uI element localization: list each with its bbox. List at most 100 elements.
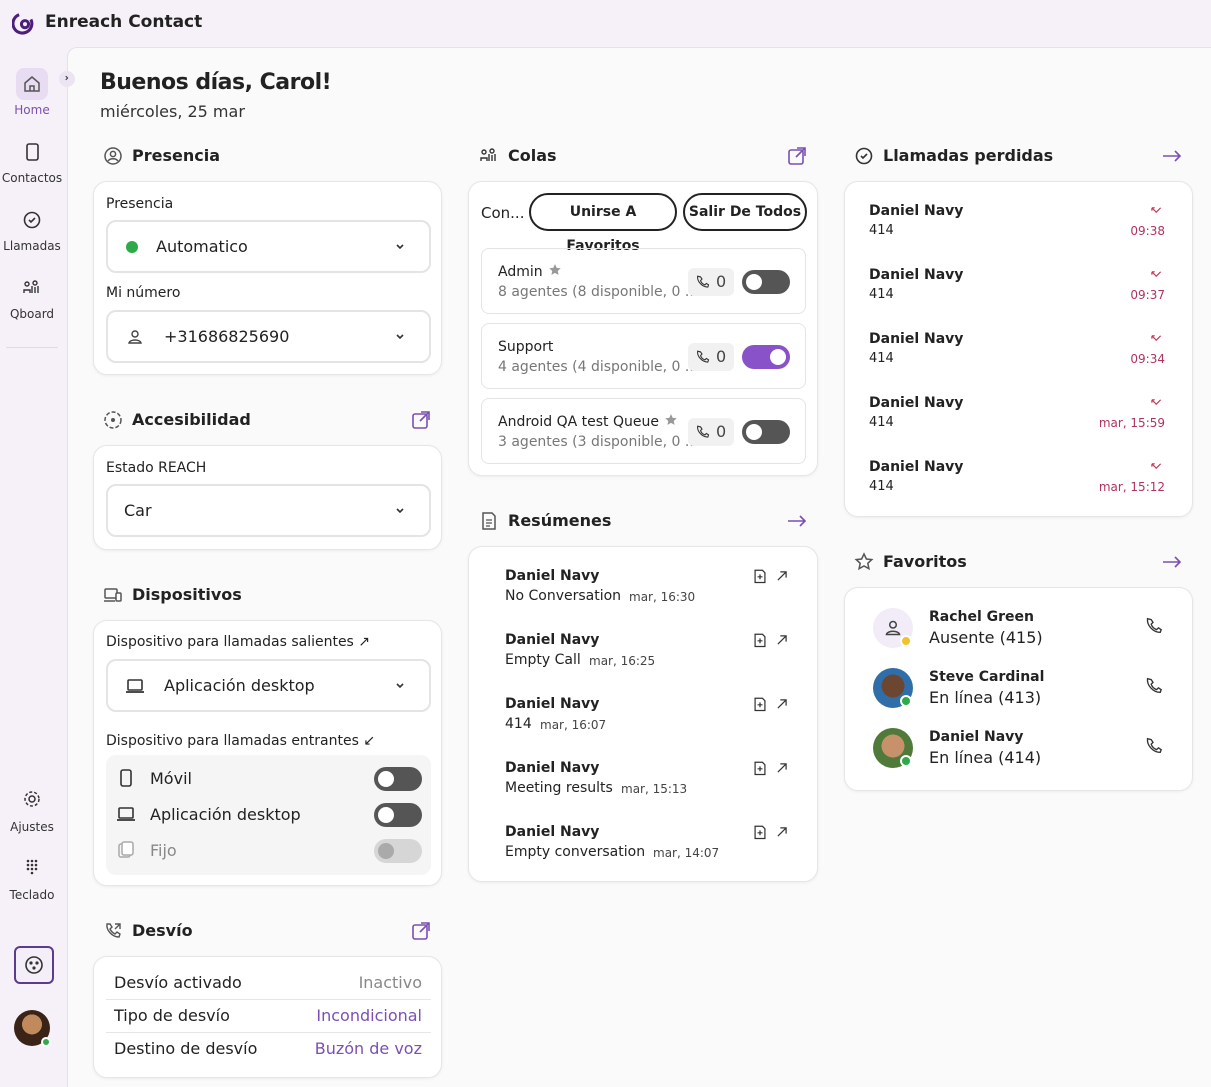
dropdown-icon: [126, 679, 144, 693]
open-call[interactable]: [773, 695, 791, 713]
card: Presencia Automatico Mi número +31686825690: [93, 181, 442, 375]
call-time: mar, 15:12: [1098, 480, 1165, 494]
dropdown[interactable]: Car: [106, 484, 431, 537]
dropdown-value: Automatico: [156, 237, 248, 256]
icon-part: [34, 867, 38, 871]
icon-part: [757, 830, 763, 836]
contact-name: Daniel Navy: [929, 729, 1024, 745]
summary-time: mar, 16:07: [540, 718, 607, 732]
dropdown[interactable]: Automatico: [106, 220, 431, 273]
caller-name: Daniel Navy: [869, 459, 964, 475]
open-summary[interactable]: [751, 631, 769, 649]
icon-part: [885, 630, 901, 636]
nav-icon: [23, 280, 39, 293]
icon-part: [481, 149, 487, 155]
open-external[interactable]: [410, 920, 432, 942]
icon-part: [128, 339, 142, 344]
call-time: 09:38: [1130, 224, 1165, 238]
nav-label[interactable]: Qboard: [9, 307, 55, 321]
contact-status: En línea (414): [929, 748, 1042, 767]
nav-label[interactable]: Teclado: [9, 888, 55, 902]
icon-part: [1146, 737, 1162, 754]
open-call[interactable]: [773, 567, 791, 585]
status-dot: [126, 241, 138, 253]
icon-part: [396, 683, 404, 689]
toggle[interactable]: [742, 420, 790, 444]
toggle[interactable]: [374, 803, 422, 827]
icon-part: [26, 143, 39, 161]
dropdown-chevron: [396, 508, 404, 514]
summary-name: Daniel Navy: [505, 568, 600, 584]
icon-part: [104, 147, 122, 165]
see-all[interactable]: [1161, 551, 1183, 573]
open-external[interactable]: [786, 145, 808, 167]
toggle-knob: [378, 771, 394, 787]
icon-part: [12, 13, 34, 35]
open-summary[interactable]: [751, 695, 769, 713]
call-button[interactable]: [1143, 676, 1163, 696]
nav-label[interactable]: Contactos: [1, 171, 63, 185]
open-call[interactable]: [773, 759, 791, 777]
field-label: Estado REACH: [106, 460, 207, 476]
open-summary[interactable]: [751, 759, 769, 777]
toggle-knob: [378, 807, 394, 823]
icon-part: [28, 217, 36, 224]
tab-label[interactable]: Con...: [481, 204, 525, 222]
nav-icon: [26, 143, 39, 161]
call-button[interactable]: [1143, 736, 1163, 756]
open-external[interactable]: [410, 409, 432, 431]
toggle[interactable]: [742, 345, 790, 369]
icon-part: [26, 859, 38, 875]
open-summary[interactable]: [751, 823, 769, 841]
device-name: Móvil: [150, 769, 192, 788]
toggle-knob: [770, 349, 786, 365]
call-button[interactable]: [1143, 616, 1163, 636]
caller-number: 414: [869, 223, 894, 238]
toggle[interactable]: [742, 270, 790, 294]
field-label: Mi número: [106, 285, 181, 301]
icon-part: [777, 699, 787, 709]
contact-name: Rachel Green: [929, 609, 1035, 625]
section-icon: [855, 147, 873, 165]
queue-name: Support: [498, 339, 554, 355]
icon-part: [396, 244, 404, 250]
reach-button[interactable]: [14, 946, 54, 984]
icon-part: [549, 264, 561, 275]
icon-part: [114, 923, 121, 930]
nav-label[interactable]: Ajustes: [10, 820, 54, 834]
icon-part: [795, 147, 806, 158]
icon-part: [35, 961, 39, 965]
icon-part: [482, 512, 496, 530]
toggle[interactable]: [374, 767, 422, 791]
queue-action-button[interactable]: Salir De Todos: [683, 193, 807, 231]
see-all[interactable]: [786, 510, 808, 532]
icon-part: [34, 863, 38, 867]
dropdown-value: Aplicación desktop: [164, 676, 315, 695]
icon-part: [697, 350, 710, 363]
icon-part: [106, 923, 121, 938]
queue-agents: 4 agentes (4 disponible, 0 ...: [498, 359, 699, 375]
dropdown[interactable]: Aplicación desktop: [106, 659, 431, 712]
nav-label[interactable]: Llamadas: [3, 239, 61, 253]
queue-action-button[interactable]: Unirse A Favoritos: [529, 193, 677, 254]
favorite-star: [549, 264, 561, 275]
dropdown[interactable]: +31686825690: [106, 310, 431, 363]
summary-text: No Conversation: [505, 588, 622, 604]
queue-row: Android QA test Queue 3 agentes (3 dispon…: [481, 398, 806, 464]
see-all[interactable]: [1161, 145, 1183, 167]
section-title: Presencia: [132, 146, 220, 165]
icon-part: [777, 763, 787, 773]
icon-part: [29, 961, 33, 965]
device-icon: [117, 807, 135, 821]
icon-part: [412, 924, 428, 940]
card: Rachel Green Ausente (415) Steve Cardinal E…: [844, 587, 1193, 791]
open-call[interactable]: [773, 823, 791, 841]
device-name: Fijo: [150, 841, 177, 860]
open-summary[interactable]: [751, 567, 769, 585]
caller-name: Daniel Navy: [869, 331, 964, 347]
icon-part: [120, 769, 132, 787]
nav-label[interactable]: Home: [14, 103, 50, 117]
icon-part: [32, 280, 38, 286]
open-call[interactable]: [773, 631, 791, 649]
